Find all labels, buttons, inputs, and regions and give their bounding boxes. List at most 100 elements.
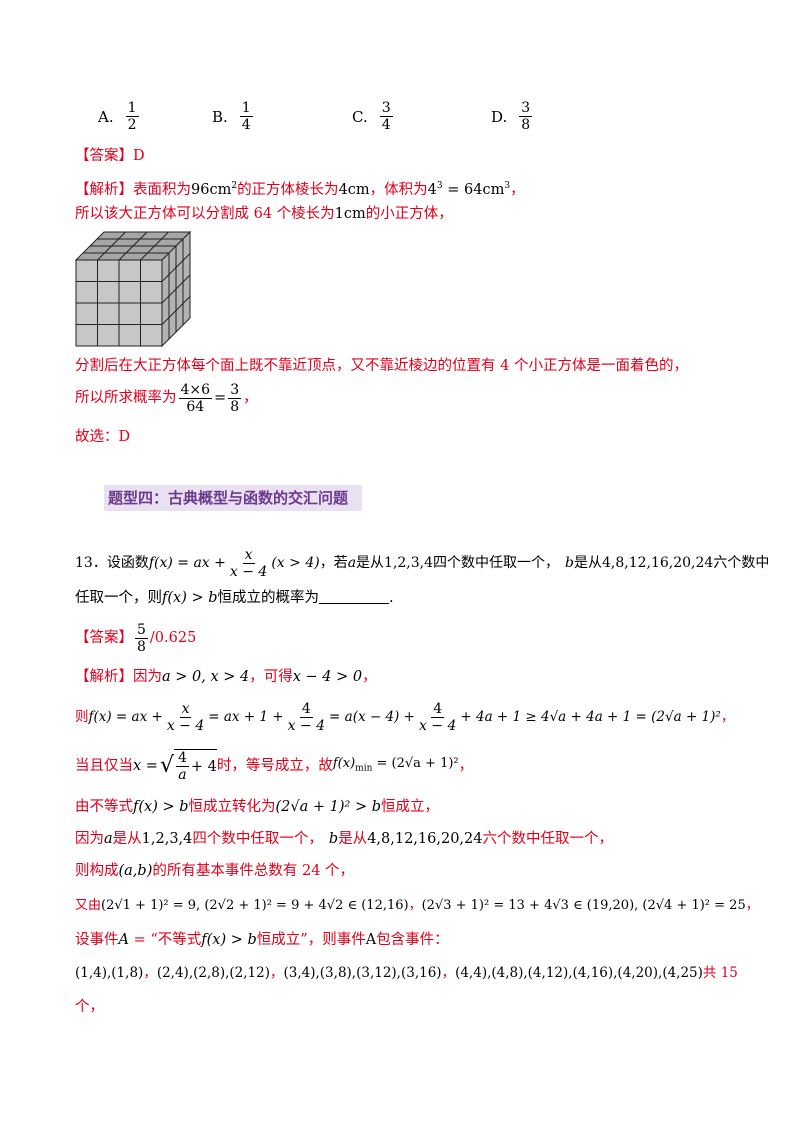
analysis-label: 【解析】 [75,181,133,198]
q12-final-choice: 故选：D [75,429,131,445]
option-letter: C. [352,107,368,126]
subscript: min [355,763,373,774]
sqrt-icon: √ [159,753,174,778]
math: a [347,555,357,571]
math: + 4 [190,758,217,775]
math: 1cm [334,206,366,222]
math: (2√a + 1)² > b [275,799,381,815]
text: ， [720,709,735,725]
fraction-numerator: 4×6 [178,381,213,399]
math: 4 [427,181,437,198]
math: (3,4),(3,8),(3,12),(3,16) [283,965,442,981]
text: ， [745,898,759,913]
text: 的所有基本事件总数有 24 个， [152,863,355,879]
fraction-denominator: 64 [186,398,205,415]
answer-blank [319,589,390,604]
text: 设事件 [75,932,119,948]
text: ， [362,669,377,685]
text: ， [270,965,284,981]
option-numerator: 1 [125,100,139,117]
text: 表面积为 [133,181,191,198]
option-denominator: 4 [241,117,251,133]
fraction-numerator: 4 [431,700,445,718]
q13-analysis-line4: 由不等式f(x) > b恒成立转化为(2√a + 1)² > b恒成立， [75,797,439,817]
text: 四个数中任取一个， [192,831,323,847]
answer-label: 【答案】 [75,148,133,164]
text: 的小正方体， [365,206,453,222]
text: 所以所求概率为 [75,390,177,406]
text: 共 15 [702,965,738,981]
math: 1,2,3,4 [141,831,193,847]
option-letter: A. [98,107,114,126]
fraction-denominator: 8 [137,638,146,655]
math: A [365,932,377,948]
math-min-value: f(x)min = (2√a + 1)² [333,754,459,779]
fraction-numerator: 4 [299,700,313,718]
math: = a(x − 4) + [329,709,415,725]
math: x − 4 > 0 [292,669,363,685]
answer-label: 【答案】 [75,630,133,646]
math: a [104,831,113,847]
option-numerator: 3 [519,100,533,117]
q12-analysis-line2: 所以该大正方体可以分割成 64 个棱长为1cm的小正方体， [75,204,453,224]
math: f(x) [332,755,356,771]
cube-figure [74,230,192,348]
text: 13．设函数 [75,555,149,571]
text: 所以该大正方体可以分割成 64 个棱长为 [75,206,335,222]
text: ， [243,390,258,406]
fraction-denominator: x − 4 [166,717,205,734]
fraction-numerator: 5 [135,621,148,639]
option-letter: B. [212,107,228,126]
math: f(x) > b [162,590,218,606]
text: ， [510,181,525,198]
text: 则 [75,709,89,725]
fraction-denominator: x − 4 [229,563,268,580]
q13-analysis-line1: 【解析】因为a > 0, x > 4，可得x − 4 > 0， [75,667,377,687]
text: 任取一个，则 [75,590,162,606]
text: 包含事件： [376,932,449,948]
text: 六个数中 [713,555,770,571]
q13-analysis-line10: 个， [75,999,104,1015]
option-numerator: 1 [239,100,253,117]
q13-analysis-line6: 则构成(a,b)的所有基本事件总数有 24 个， [75,861,354,881]
text: ，若 [319,555,348,571]
q13-analysis-line8: 设事件A = “不等式f(x) > b恒成立”，则事件A包含事件： [75,930,449,950]
text: 的正方体棱长为 [237,181,339,198]
text: ， [441,965,456,981]
text: 是从 [574,555,602,571]
math-volume: 43 = 64cm3 [427,181,511,198]
math: b [565,555,574,571]
math: f(x) = ax + [148,555,226,571]
math: = (2√a + 1)² [372,755,459,771]
answer-value: D [133,148,145,164]
text: 因为 [133,669,162,685]
text: ， [458,758,474,774]
q13-analysis-line5: 因为a是从1,2,3,4四个数中任取一个， b是从4,8,12,16,20,24六… [75,829,613,849]
text: ，可得 [249,669,293,685]
q13-stem-line2: 任取一个，则f(x) > b恒成立的概率为. [75,588,394,608]
math: x = [133,758,158,774]
math: 4cm [338,181,370,198]
fraction-denominator: a [178,767,187,783]
answer-decimal: /0.625 [149,630,197,646]
math: f(x) > b [133,799,189,815]
q12-analysis-line3: 分割后在大正方体每个面上既不靠近顶点，又不靠近棱边的位置有 4 个小正方体是一面… [75,358,688,374]
text: 由不等式 [75,799,133,815]
math: 1,2,3,4 [384,555,434,571]
text: 则构成 [75,863,119,879]
text: 是从 [356,555,385,571]
math: 4,8,12,16,20,24 [602,555,714,571]
q13-analysis-line9: (1,4),(1,8)，(2,4),(2,8),(2,12)，(3,4),(3,… [75,963,738,983]
q13-analysis-line7: 又由(2√1 + 1)² = 9, (2√2 + 1)² = 9 + 4√2 ∈… [75,896,759,916]
math: + 4a + 1 ≥ 4√a + 4a + 1 = (2√a + 1)² [460,709,721,725]
math: f(x) > b [201,932,257,948]
text: 当且仅当 [75,758,133,774]
math: 96cm [191,181,232,198]
